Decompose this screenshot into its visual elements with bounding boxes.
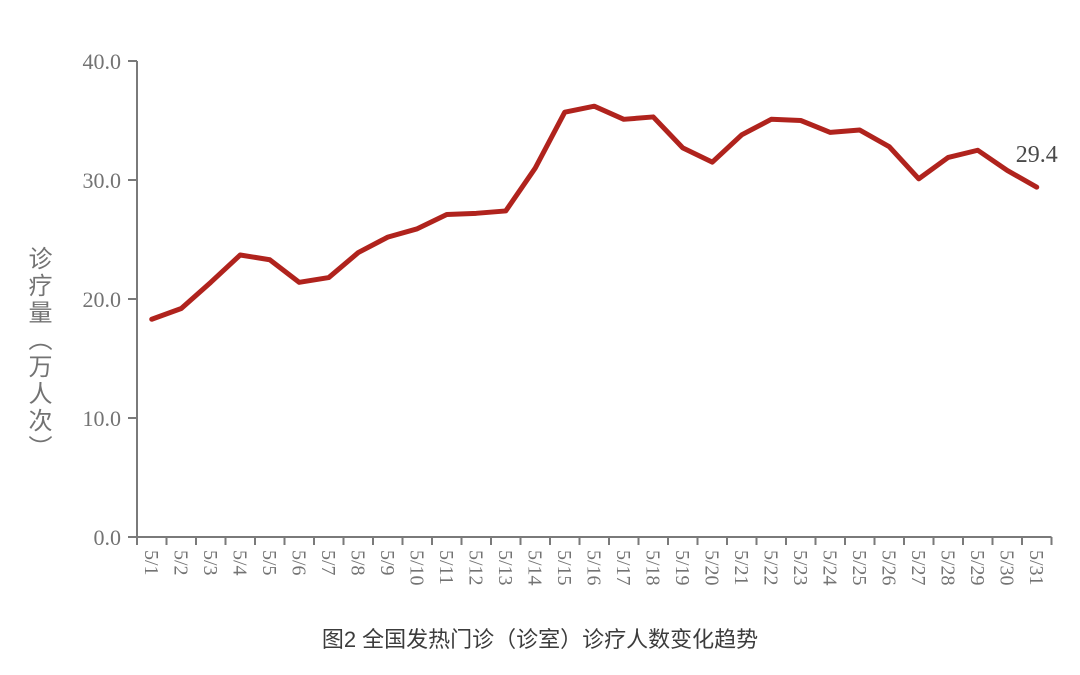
y-tick-label: 20.0 — [83, 287, 122, 312]
figure-caption: 图2 全国发热门诊（诊室）诊疗人数变化趋势 — [321, 627, 759, 652]
x-tick-label: 5/14 — [523, 550, 545, 586]
x-tick-label: 5/27 — [907, 550, 929, 586]
x-tick-label: 5/20 — [700, 550, 722, 586]
x-tick-label: 5/10 — [405, 550, 427, 586]
y-tick-label: 30.0 — [83, 168, 122, 193]
x-tick-label: 5/11 — [435, 550, 457, 585]
y-axis-title: 诊疗量（万人次） — [24, 246, 50, 462]
x-tick-label: 5/8 — [346, 550, 368, 576]
x-tick-label: 5/25 — [848, 550, 870, 586]
x-tick-label: 5/29 — [966, 550, 988, 586]
x-tick-label: 5/4 — [228, 550, 250, 576]
x-tick-label: 5/3 — [199, 550, 221, 576]
x-tick-label: 5/19 — [671, 550, 693, 586]
x-tick-label: 5/12 — [464, 550, 486, 586]
x-tick-label: 5/6 — [287, 550, 309, 576]
trend-line — [149, 103, 1040, 322]
x-tick-label: 5/9 — [376, 550, 398, 576]
y-tick-label: 10.0 — [83, 406, 122, 431]
x-tick-label: 5/5 — [258, 550, 280, 576]
x-tick-label: 5/31 — [1025, 550, 1047, 586]
y-tick-label: 0.0 — [94, 525, 122, 550]
x-tick-label: 5/1 — [140, 550, 162, 576]
x-tick-label: 5/24 — [818, 550, 840, 586]
x-tick-label: 5/21 — [730, 550, 752, 586]
y-tick-label: 40.0 — [83, 49, 122, 74]
x-tick-label: 5/17 — [612, 550, 634, 586]
x-tick-label: 5/30 — [995, 550, 1017, 586]
x-tick-label: 5/23 — [789, 550, 811, 586]
x-tick-label: 5/15 — [553, 550, 575, 586]
x-tick-label: 5/2 — [169, 550, 191, 576]
x-tick-label: 5/7 — [317, 550, 339, 576]
x-tick-label: 5/26 — [877, 550, 899, 586]
x-tick-label: 5/13 — [494, 550, 516, 586]
x-tick-label: 5/28 — [936, 550, 958, 586]
x-tick-label: 5/18 — [641, 550, 663, 586]
x-tick-label: 5/22 — [759, 550, 781, 586]
last-value-label: 29.4 — [1016, 142, 1058, 168]
x-tick-label: 5/16 — [582, 550, 604, 586]
